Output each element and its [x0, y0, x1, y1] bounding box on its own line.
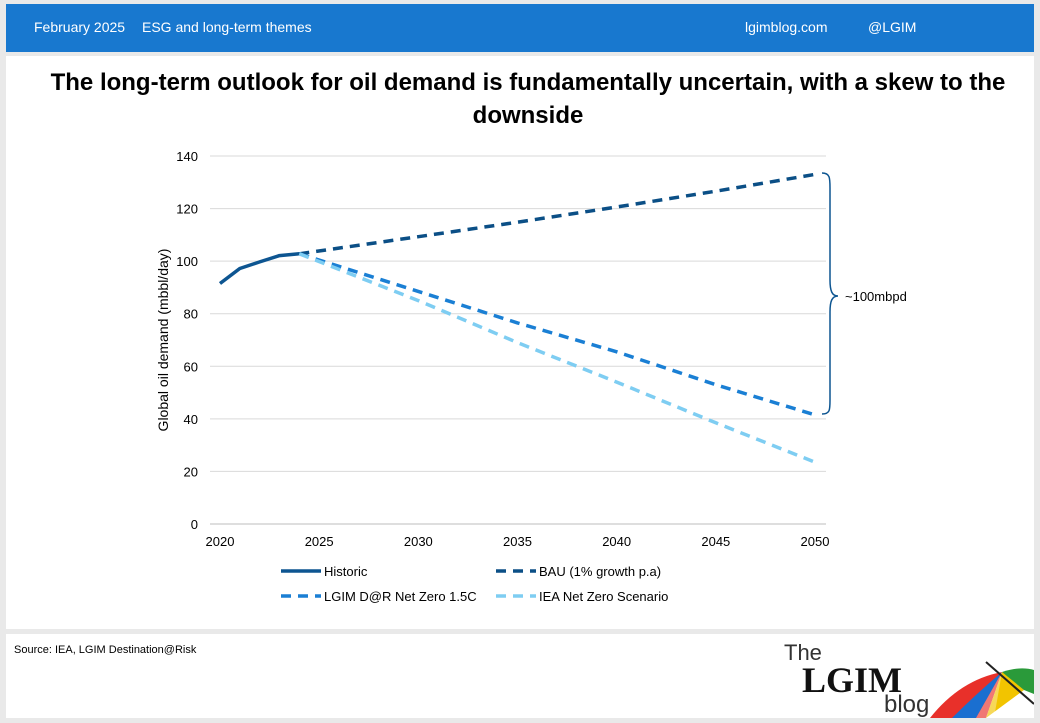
legend-label: LGIM D@R Net Zero 1.5C: [324, 589, 477, 604]
umbrella-icon: The LGIM blog: [784, 640, 1035, 718]
svg-text:LGIM: LGIM: [802, 660, 902, 700]
x-tick-label: 2040: [602, 534, 631, 549]
y-tick-label: 140: [176, 149, 198, 164]
series-line-0: [218, 252, 300, 285]
banner-category[interactable]: ESG and long-term themes: [142, 19, 312, 35]
legend-label: BAU (1% growth p.a): [539, 564, 661, 579]
source-note: Source: IEA, LGIM Destination@Risk: [14, 644, 197, 656]
y-tick-labels: 0 20 40 60 80 100 120 140: [176, 149, 198, 532]
y-tick-label: 20: [184, 464, 198, 479]
legend-label: IEA Net Zero Scenario: [539, 589, 668, 604]
y-tick-label: 0: [191, 517, 198, 532]
x-tick-label: 2030: [404, 534, 433, 549]
x-tick-label: 2035: [503, 534, 532, 549]
y-axis-label: Global oil demand (mbbl/day): [155, 249, 171, 432]
y-tick-label: 120: [176, 202, 198, 217]
site-link[interactable]: lgimblog.com: [745, 19, 828, 35]
chart-title: The long-term outlook for oil demand is …: [50, 69, 1006, 129]
top-banner: February 2025 ESG and long-term themes l…: [6, 4, 1034, 52]
x-tick-label: 2045: [701, 534, 730, 549]
series-line-3: [298, 252, 816, 464]
twitter-handle-link[interactable]: @LGIM: [868, 19, 917, 35]
series-lines: [218, 172, 816, 464]
range-bracket: [821, 172, 839, 415]
banner-date: February 2025: [34, 19, 126, 35]
x-tick-label: 2050: [801, 534, 830, 549]
legend: Historic BAU (1% growth p.a) LGIM D@R Net …: [281, 564, 668, 604]
gridlines: [210, 155, 826, 525]
series-line-2: [298, 252, 816, 417]
x-tick-label: 2025: [305, 534, 334, 549]
x-tick-labels: 2020 2025 2030 2035 2040 2045 2050: [206, 534, 830, 549]
series-line-1: [299, 172, 816, 256]
svg-text:The: The: [784, 640, 822, 665]
y-tick-label: 80: [184, 307, 198, 322]
lgim-blog-logo[interactable]: The LGIM blog: [780, 634, 1035, 718]
range-annotation: ~100mbpd: [845, 289, 907, 304]
y-tick-label: 40: [184, 412, 198, 427]
legend-label: Historic: [324, 564, 368, 579]
y-tick-label: 60: [184, 359, 198, 374]
x-tick-label: 2020: [206, 534, 235, 549]
footer: Source: IEA, LGIM Destination@Risk The L…: [6, 634, 1035, 718]
y-tick-label: 100: [176, 254, 198, 269]
chart-panel: [6, 56, 1034, 629]
svg-text:blog: blog: [884, 691, 929, 718]
